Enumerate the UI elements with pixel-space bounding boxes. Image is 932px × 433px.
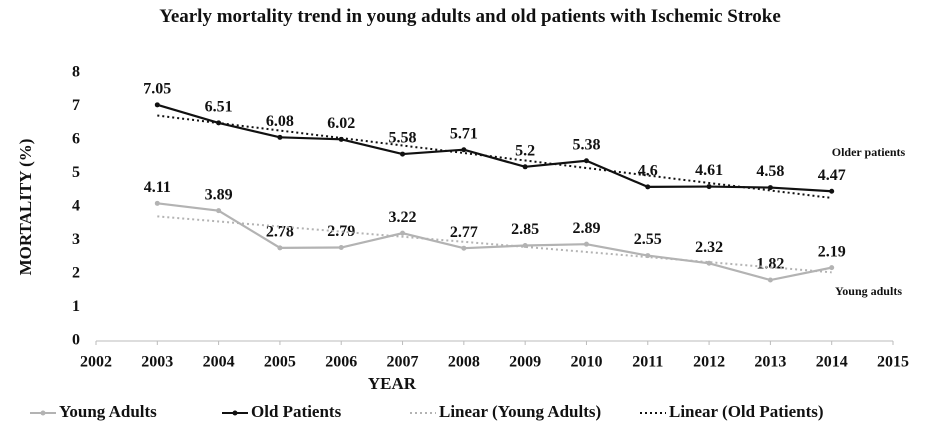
y-tick-label: 7 [72, 97, 80, 114]
data-label: 6.08 [266, 113, 294, 130]
point [583, 158, 589, 164]
point [767, 185, 773, 191]
x-tick-label: 2012 [693, 354, 725, 371]
point [706, 260, 712, 266]
point [400, 151, 406, 157]
trend-line [157, 215, 832, 274]
y-tick-label: 8 [72, 64, 80, 81]
data-label: 3.22 [389, 209, 417, 226]
data-label: 5.58 [389, 130, 417, 147]
point [461, 147, 467, 153]
x-tick-label: 2011 [632, 354, 663, 371]
point [583, 241, 589, 247]
series-line [156, 103, 832, 193]
data-label: 2.78 [266, 224, 294, 241]
annotation: Young adults [835, 284, 902, 298]
point [154, 200, 160, 206]
x-tick-label: 2006 [325, 354, 357, 371]
data-label: 6.51 [205, 99, 233, 116]
point [829, 188, 835, 194]
point [829, 265, 835, 271]
x-tick-label: 2003 [141, 354, 173, 371]
data-label: 2.77 [450, 224, 478, 241]
x-tick-label: 2010 [570, 354, 602, 371]
point [277, 134, 283, 140]
y-tick-label: 5 [72, 164, 80, 181]
x-axis-label: YEAR [368, 374, 417, 393]
legend-marker [232, 410, 238, 416]
legend-label: Linear (Old Patients) [669, 402, 824, 421]
data-label: 7.05 [143, 80, 171, 97]
data-label: 6.02 [327, 115, 355, 132]
y-tick-label: 4 [72, 198, 80, 215]
data-label: 4.47 [818, 167, 846, 184]
legend-marker [40, 410, 46, 416]
point [522, 164, 528, 170]
y-tick-label: 3 [72, 231, 80, 248]
point [338, 245, 344, 251]
point [277, 245, 283, 251]
data-label: 2.89 [572, 220, 600, 237]
x-tick-label: 2015 [877, 354, 909, 371]
point [706, 184, 712, 190]
x-tick-label: 2008 [448, 354, 480, 371]
point [767, 277, 773, 283]
y-tick-label: 6 [72, 131, 80, 148]
point [154, 102, 160, 108]
data-label: 2.85 [511, 221, 539, 238]
x-tick-label: 2009 [509, 354, 541, 371]
series-line [157, 202, 832, 282]
data-label: 2.79 [327, 223, 355, 240]
data-label: 1.82 [756, 256, 784, 273]
data-label: 5.38 [572, 136, 600, 153]
y-axis-label: MORTALITY (%) [16, 139, 35, 276]
data-label: 3.89 [205, 186, 233, 203]
point [461, 245, 467, 251]
y-tick-label: 0 [72, 332, 80, 349]
x-tick-label: 2013 [754, 354, 786, 371]
data-label: 5.71 [450, 125, 478, 142]
x-tick-label: 2004 [203, 354, 235, 371]
legend-label: Linear (Young Adults) [439, 402, 601, 421]
x-tick-label: 2002 [80, 354, 112, 371]
data-label: 2.19 [818, 243, 846, 260]
y-tick-label: 2 [72, 265, 80, 282]
data-label: 4.6 [638, 163, 658, 180]
x-tick-label: 2014 [816, 354, 848, 371]
data-label: 5.2 [515, 142, 535, 159]
legend-label: Young Adults [59, 402, 157, 421]
data-label: 4.58 [756, 163, 784, 180]
data-label: 2.55 [634, 231, 662, 248]
annotation: Older patients [832, 145, 906, 159]
data-label: 4.11 [144, 179, 171, 196]
data-label: 4.61 [695, 162, 723, 179]
point [216, 208, 222, 214]
data-label: 2.32 [695, 239, 723, 256]
point [400, 230, 406, 236]
chart-title: Yearly mortality trend in young adults a… [159, 6, 781, 27]
legend-label: Old Patients [251, 402, 342, 421]
x-tick-label: 2007 [387, 354, 419, 371]
point [645, 184, 651, 190]
x-tick-label: 2005 [264, 354, 296, 371]
trend-line [157, 114, 832, 199]
y-tick-label: 1 [72, 298, 80, 315]
